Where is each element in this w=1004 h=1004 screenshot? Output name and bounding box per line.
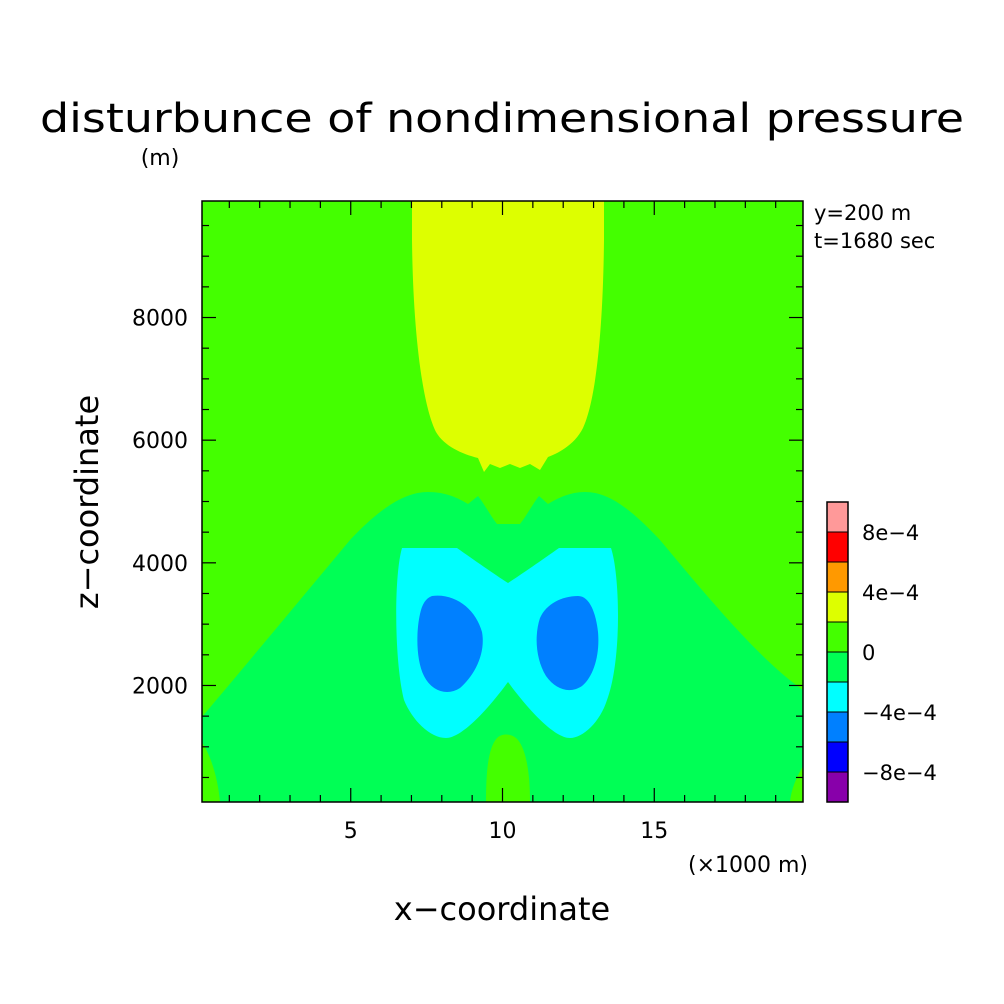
colorbar-label: 8e−4 [862, 521, 919, 545]
field-neg6e-4-to-neg4e-4-right [536, 596, 599, 691]
x-tick-label: 15 [640, 819, 668, 844]
colorbar-swatch [827, 502, 848, 532]
y-tick-label: 8000 [132, 307, 188, 332]
x-axis-ticks [228, 201, 777, 802]
colorbar-swatch [827, 682, 848, 712]
colorbar-label: 4e−4 [862, 581, 919, 605]
info-y-value: y=200 m [814, 201, 911, 225]
colorbar-frame [826, 501, 849, 803]
colorbar: 8e−4 4e−4 0 −4e−4 −8e−4 [826, 501, 937, 803]
colorbar-swatch [827, 622, 848, 652]
colorbar-swatch [827, 772, 848, 802]
field-low-patch-right [790, 766, 803, 802]
field-0-to-4e-4 [412, 201, 604, 472]
colorbar-swatch [827, 712, 848, 742]
field-low-patch-left [202, 742, 220, 802]
info-t-value: t=1680 sec [814, 229, 935, 253]
colorbar-label: −4e−4 [862, 701, 937, 725]
y-tick-label: 4000 [132, 552, 188, 577]
colorbar-swatch [827, 532, 848, 562]
x-tick-label: 5 [344, 819, 358, 844]
x-axis-tick-labels: 5 10 15 [344, 819, 669, 844]
y-axis-label: z−coordinate [68, 395, 106, 609]
x-tick-label: 10 [489, 819, 517, 844]
y-axis-tick-labels: 2000 4000 6000 8000 [132, 307, 188, 700]
plot-area [202, 201, 803, 802]
y-axis-ticks [202, 224, 803, 779]
field-low-patch-center [486, 734, 530, 802]
x-unit-label: (×1000 m) [688, 853, 808, 878]
colorbar-swatch [827, 742, 848, 772]
colorbar-swatch [827, 592, 848, 622]
chart-title: disturbunce of nondimensional pressure [40, 96, 964, 142]
field-neg6e-4-to-neg4e-4-left [417, 595, 483, 692]
colorbar-label: 0 [862, 641, 875, 665]
colorbar-swatch [827, 562, 848, 592]
x-axis-label: x−coordinate [394, 890, 610, 928]
colorbar-swatch [827, 652, 848, 682]
colorbar-label: −8e−4 [862, 761, 937, 785]
y-tick-label: 6000 [132, 429, 188, 454]
y-unit-label: (m) [141, 146, 180, 171]
y-tick-label: 2000 [132, 674, 188, 699]
